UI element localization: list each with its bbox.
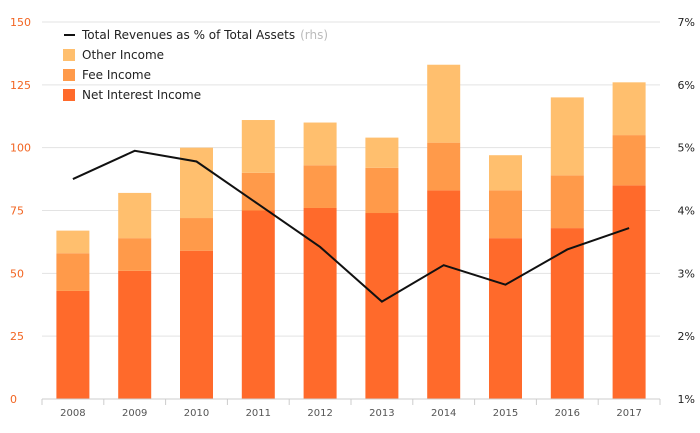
axes: 0 25 50 75 100 125 150 1% 2% 3% 4% 5% 6% 7% 2008 2009 20… [10,16,695,419]
y-left-tick-label: 0 [10,393,17,406]
y-right-tick-label: 1% [678,393,695,406]
y-right-tick-label: 4% [678,205,695,218]
bar-fee-income-2016 [550,175,584,229]
x-tick-label: 2009 [122,408,147,419]
bar-net-interest-income-2017 [612,185,646,399]
bar-other-income-2009 [118,192,152,239]
bar-net-interest-income-2010 [180,250,213,399]
bar-net-interest-income-2015 [489,238,522,399]
legend-swatch-net-interest-income [63,89,75,101]
legend-label-other-income: Other Income [82,48,164,62]
legend-rhs-note: (rhs) [300,28,328,42]
bar-net-interest-income-2011 [241,210,275,399]
bar-other-income-2016 [550,97,584,176]
bar-other-income-2010 [180,147,213,219]
legend-label-line: Total Revenues as % of Total Assets (rhs) [81,28,328,42]
bar-net-interest-income-2016 [550,228,584,399]
y-right-tick-label: 2% [678,330,695,343]
bar-net-interest-income-2014 [427,190,461,399]
x-tick-label: 2013 [369,408,394,419]
x-tick-label: 2014 [431,408,456,419]
y-right-tick-label: 3% [678,267,695,280]
x-tick-label: 2008 [60,408,85,419]
bar-fee-income-2012 [303,165,337,208]
bar-other-income-2008 [56,230,90,254]
y-right-tick-label: 6% [678,79,695,92]
bar-net-interest-income-2012 [303,207,337,399]
bar-fee-income-2009 [118,238,152,271]
y-left-tick-label: 150 [10,16,31,29]
y-left-tick-label: 25 [10,330,24,343]
bar-other-income-2011 [241,120,275,173]
bar-net-interest-income-2013 [365,213,399,399]
bar-other-income-2012 [303,122,337,166]
bars [56,64,646,399]
bar-fee-income-2015 [489,190,522,239]
legend-swatch-other-income [63,49,75,61]
bar-net-interest-income-2008 [56,290,90,399]
bar-fee-income-2014 [427,142,461,191]
x-tick-label: 2011 [246,408,271,419]
legend-label-net-interest-income: Net Interest Income [82,88,201,102]
y-left-tick-label: 75 [10,205,24,218]
x-tick-label: 2012 [307,408,332,419]
bar-fee-income-2017 [612,135,646,186]
bar-other-income-2015 [489,155,522,191]
y-right-tick-label: 7% [678,16,695,29]
y-left-tick-label: 50 [10,267,24,280]
bar-fee-income-2010 [180,218,213,251]
line-series [72,149,630,303]
legend-line-name: Total Revenues as % of Total Assets [81,28,295,42]
bar-fee-income-2013 [365,167,399,214]
x-tick-label: 2017 [616,408,641,419]
y-left-tick-label: 125 [10,79,31,92]
bar-net-interest-income-2009 [118,270,152,399]
bar-fee-income-2008 [56,253,90,291]
legend: Total Revenues as % of Total Assets (rhs)… [63,28,328,102]
legend-label-fee-income: Fee Income [82,68,151,82]
x-tick-label: 2016 [555,408,580,419]
y-right-tick-label: 5% [678,142,695,155]
bar-other-income-2013 [365,137,399,168]
bar-other-income-2017 [612,82,646,136]
y-left-tick-label: 100 [10,142,31,155]
x-tick-label: 2015 [493,408,518,419]
bar-other-income-2014 [427,64,461,143]
legend-swatch-fee-income [63,69,75,81]
line-total-revenues-pct-assets [72,149,630,303]
x-tick-label: 2010 [184,408,209,419]
